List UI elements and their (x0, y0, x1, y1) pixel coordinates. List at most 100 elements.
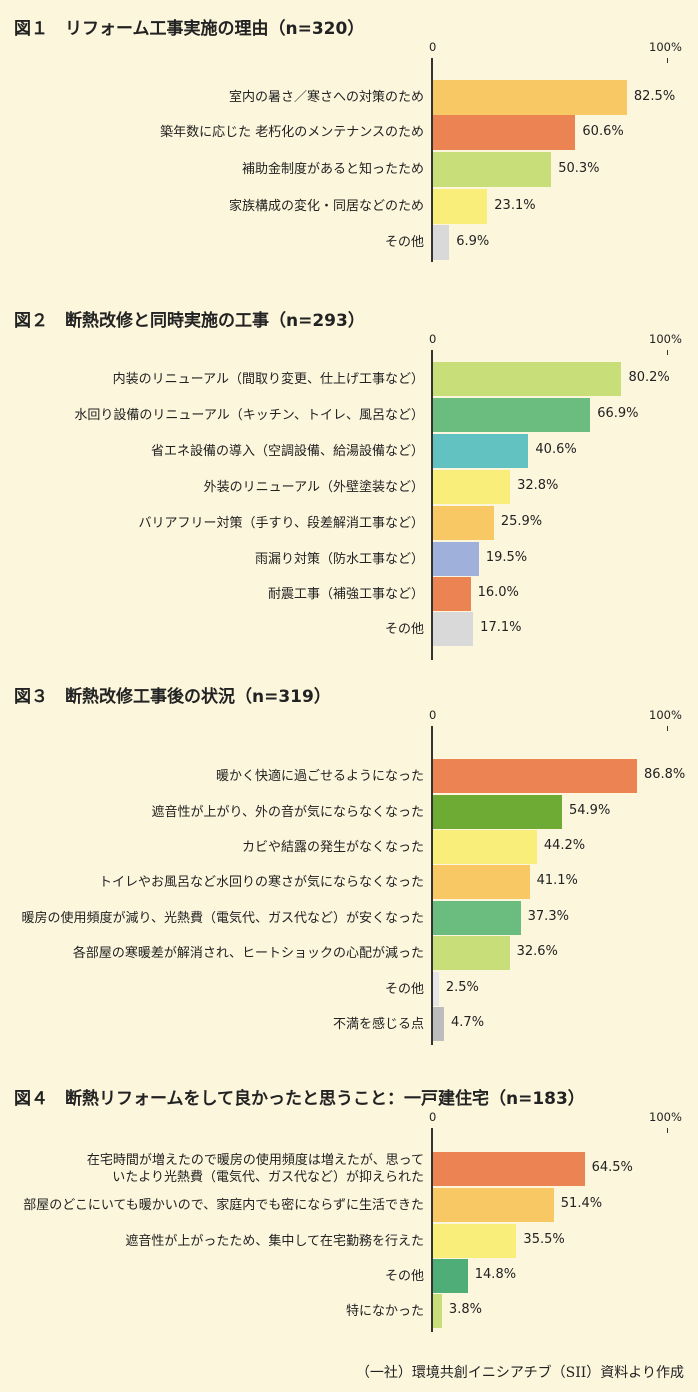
value-axis-line (431, 726, 433, 1045)
bar (433, 470, 511, 504)
category-label: 室内の暑さ／寒さへの対策のため (229, 89, 424, 106)
category-label: 水回り設備のリニューアル（キッチン、トイレ、風呂など） (74, 407, 424, 424)
axis-tick (667, 726, 668, 731)
category-label: 不満を感じる点 (333, 1016, 424, 1033)
axis-tick-label: 0 (429, 332, 437, 346)
bar (433, 1224, 517, 1258)
axis-tick (667, 1128, 668, 1133)
value-axis-line (431, 58, 433, 262)
bar (433, 1259, 468, 1293)
data-label: 3.8% (448, 1302, 482, 1317)
category-label-line: いたより光熱費（電気代、ガス代など）が抑えられた (112, 1170, 424, 1185)
axis-tick (667, 350, 668, 355)
category-label-line: その他 (384, 981, 424, 997)
data-label: 51.4% (560, 1196, 603, 1211)
category-label-line: 各部屋の寒暖差が解消され、ヒートショックの心配が減った (72, 945, 424, 961)
data-label: 17.1% (480, 620, 522, 635)
axis-tick-label: 100% (649, 708, 682, 722)
category-label: 省エネ設備の導入（空調設備、給湯設備など） (151, 443, 424, 460)
category-label: 暖かく快適に過ごせるようになった (216, 768, 424, 785)
data-label: 6.9% (456, 233, 490, 249)
category-label-line: 内装のリニューアル（間取り変更、仕上げ工事など） (112, 371, 424, 387)
category-label: 耐震工事（補強工事など） (268, 586, 424, 603)
category-label-line: 特になかった (345, 1303, 424, 1319)
bar (433, 115, 576, 150)
category-label-line: 外装のリニューアル（外壁塗装など） (203, 479, 424, 495)
data-label: 66.9% (597, 406, 639, 421)
data-label: 19.5% (485, 550, 528, 565)
category-label-line: 遮音性が上がったため、集中して在宅勤務を行えた (125, 1233, 424, 1249)
category-label: 家族構成の変化・同居などのため (229, 198, 424, 215)
category-label: 補助金制度があると知ったため (242, 161, 424, 178)
category-label: 遮音性が上がり、外の音が気にならなくなった (152, 804, 424, 821)
chart-title: 図３ 断熱改修工事後の状況（n=319） (14, 687, 331, 707)
category-label-line: 雨漏り対策（防水工事など） (254, 551, 424, 567)
axis-tick (667, 58, 668, 63)
chart-title: 図２ 断熱改修と同時実施の工事（n=293） (14, 311, 365, 331)
chart-title: 図４ 断熱リフォームをして良かったと思うこと：一戸建住宅（n=183） (14, 1089, 585, 1109)
source-note: （一社）環境共創イニシアチブ（SII）資料より作成 (355, 1365, 684, 1381)
bar (433, 1007, 445, 1041)
bar (433, 1152, 585, 1186)
category-label: その他 (385, 234, 424, 251)
value-axis-line (431, 350, 433, 660)
axis-tick-label: 100% (649, 40, 682, 54)
data-label: 80.2% (628, 370, 670, 385)
data-label: 54.9% (569, 803, 611, 818)
bar (433, 506, 494, 540)
bar (433, 1188, 554, 1222)
bar (433, 759, 637, 793)
category-label: 各部屋の寒暖差が解消され、ヒートショックの心配が減った (73, 945, 424, 962)
data-label: 60.6% (582, 123, 624, 139)
bar (433, 901, 521, 935)
category-label: 築年数に応じた 老朽化のメンテナンスのため (160, 124, 424, 141)
category-label-line: バリアフリー対策（手すり、段差解消工事など） (138, 515, 424, 531)
bar (433, 865, 530, 899)
category-label-line: その他 (384, 621, 424, 637)
category-label-line: 部屋のどこにいても暖かいので、家庭内でも密にならずに生活できた (23, 1197, 424, 1213)
category-label: 内装のリニューアル（間取り変更、仕上げ工事など） (113, 371, 424, 388)
data-label: 44.2% (543, 838, 586, 853)
data-label: 4.7% (451, 1015, 485, 1030)
axis-tick-label: 0 (429, 1110, 437, 1124)
bar (433, 398, 591, 432)
category-label: その他 (385, 1268, 424, 1285)
chart-title: 図１ リフォーム工事実施の理由（n=320） (14, 19, 365, 39)
category-label-line: 築年数に応じた 老朽化のメンテナンスのため (160, 125, 424, 140)
category-label: 在宅時間が増えたので暖房の使用頻度は増えたが、思って いたより光熱費（電気代、ガス… (87, 1152, 424, 1186)
category-label-line: 暖かく快適に過ごせるようになった (215, 768, 424, 784)
bar (433, 612, 474, 646)
category-label-line: その他 (384, 235, 424, 250)
data-label: 25.9% (500, 514, 543, 529)
category-label: バリアフリー対策（手すり、段差解消工事など） (139, 515, 424, 532)
bar (433, 577, 471, 611)
data-label: 32.8% (517, 478, 559, 493)
data-label: 82.5% (633, 88, 676, 104)
axis-tick-label: 100% (649, 1110, 682, 1124)
data-label: 50.3% (558, 160, 600, 176)
data-label: 32.6% (516, 944, 558, 959)
bar (433, 795, 562, 829)
data-label: 2.5% (445, 980, 479, 995)
category-label-line: 暖房の使用頻度が減り、光熱費（電気代、ガス代など）が安くなった (21, 910, 424, 926)
category-label: 暖房の使用頻度が減り、光熱費（電気代、ガス代など）が安くなった (22, 910, 424, 927)
data-label: 37.3% (527, 909, 569, 924)
data-label: 35.5% (523, 1232, 565, 1247)
bar (433, 830, 537, 864)
bar (433, 434, 529, 468)
category-label-line: 水回り設備のリニューアル（キッチン、トイレ、風呂など） (74, 407, 424, 423)
bar (433, 189, 488, 224)
category-label-line: 補助金制度があると知ったため (241, 162, 424, 177)
category-label-line: その他 (384, 1268, 424, 1284)
category-label: 特になかった (346, 1303, 424, 1320)
data-label: 16.0% (477, 585, 519, 600)
category-label-line: 家族構成の変化・同居などのため (228, 199, 424, 214)
bar (433, 542, 479, 576)
category-label-line: 耐震工事（補強工事など） (267, 586, 424, 602)
data-label: 41.1% (536, 873, 578, 888)
axis-tick-label: 100% (649, 332, 682, 346)
bar (433, 225, 450, 260)
data-label: 40.6% (535, 442, 577, 457)
bar (433, 362, 622, 396)
category-label: 雨漏り対策（防水工事など） (255, 551, 424, 568)
